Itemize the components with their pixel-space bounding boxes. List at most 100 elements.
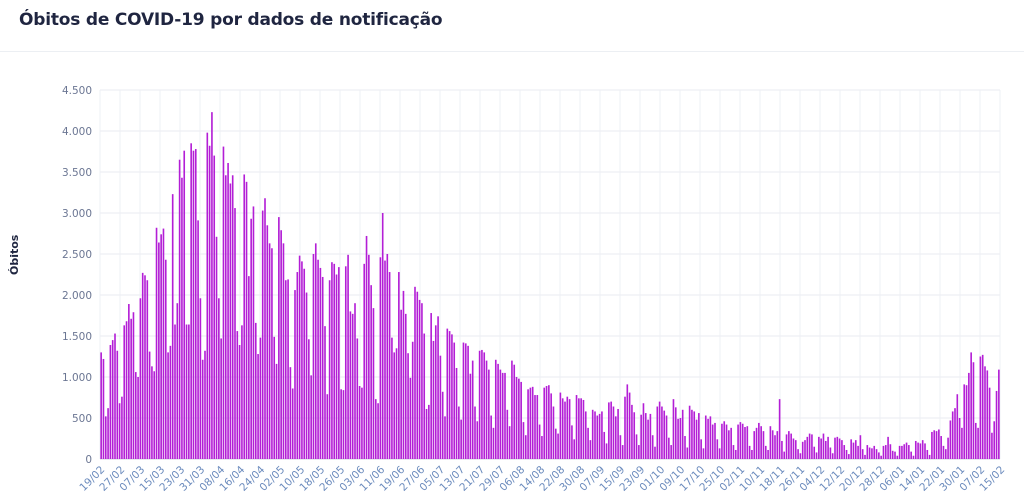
bar[interactable] <box>764 445 767 459</box>
bar[interactable] <box>492 427 495 459</box>
bar[interactable] <box>940 436 942 459</box>
bar[interactable] <box>631 404 633 459</box>
bar[interactable] <box>758 422 760 459</box>
bar[interactable] <box>411 341 414 459</box>
bar[interactable] <box>841 440 843 459</box>
bar[interactable] <box>822 433 825 459</box>
bar[interactable] <box>949 420 952 459</box>
bar[interactable] <box>289 367 292 459</box>
bar[interactable] <box>227 162 229 460</box>
bar[interactable] <box>658 401 661 459</box>
bar[interactable] <box>471 360 474 459</box>
bar[interactable] <box>181 177 183 460</box>
bar[interactable] <box>947 437 949 459</box>
bar[interactable] <box>536 395 539 459</box>
bar[interactable] <box>439 355 442 459</box>
bar[interactable] <box>640 414 642 459</box>
bar[interactable] <box>190 143 192 460</box>
bar[interactable] <box>148 351 151 459</box>
bar[interactable] <box>245 181 248 459</box>
bar[interactable] <box>813 446 816 459</box>
bar[interactable] <box>728 430 730 459</box>
bar[interactable] <box>864 454 866 459</box>
bar[interactable] <box>898 445 901 459</box>
bar[interactable] <box>250 218 252 459</box>
bar[interactable] <box>924 443 926 459</box>
bar[interactable] <box>681 409 684 459</box>
bar[interactable] <box>354 303 356 459</box>
bar[interactable] <box>601 411 603 459</box>
bar[interactable] <box>836 436 839 459</box>
bar[interactable] <box>979 356 982 460</box>
bar[interactable] <box>905 442 908 459</box>
bar[interactable] <box>441 391 444 459</box>
bar[interactable] <box>993 421 996 459</box>
bar[interactable] <box>111 340 114 459</box>
bar[interactable] <box>684 436 686 459</box>
bar[interactable] <box>889 444 892 459</box>
bar[interactable] <box>843 445 846 459</box>
bar[interactable] <box>882 445 885 459</box>
bar[interactable] <box>628 392 631 459</box>
bar[interactable] <box>831 453 834 459</box>
bar[interactable] <box>901 445 903 459</box>
bar[interactable] <box>852 442 855 459</box>
bar[interactable] <box>709 416 712 459</box>
bar[interactable] <box>134 372 137 459</box>
bar[interactable] <box>725 424 728 459</box>
bar[interactable] <box>679 418 682 459</box>
bar[interactable] <box>582 399 585 459</box>
bar[interactable] <box>132 312 135 459</box>
bar[interactable] <box>956 394 959 459</box>
bar[interactable] <box>771 430 774 459</box>
bar[interactable] <box>686 447 689 459</box>
bar[interactable] <box>183 150 186 459</box>
bar[interactable] <box>206 132 209 459</box>
bar[interactable] <box>884 445 887 459</box>
bar[interactable] <box>476 421 479 459</box>
bar[interactable] <box>321 276 324 459</box>
bar[interactable] <box>614 416 617 459</box>
bar[interactable] <box>234 208 236 459</box>
bar[interactable] <box>589 440 592 459</box>
bar[interactable] <box>875 449 878 459</box>
bar[interactable] <box>554 428 557 459</box>
bar[interactable] <box>104 416 107 459</box>
bar[interactable] <box>688 405 691 459</box>
bar[interactable] <box>619 435 622 459</box>
bar[interactable] <box>314 243 317 459</box>
bar[interactable] <box>608 402 610 459</box>
bar[interactable] <box>961 427 963 459</box>
bar[interactable] <box>824 440 827 459</box>
bar[interactable] <box>384 260 386 459</box>
bar[interactable] <box>464 343 467 459</box>
bar[interactable] <box>746 426 749 459</box>
bar[interactable] <box>734 449 737 459</box>
bar[interactable] <box>229 183 232 460</box>
bar[interactable] <box>317 259 319 459</box>
bar[interactable] <box>596 415 599 459</box>
bar[interactable] <box>361 387 363 459</box>
bar[interactable] <box>663 410 666 459</box>
bar[interactable] <box>164 259 167 459</box>
bar[interactable] <box>914 440 917 459</box>
bar[interactable] <box>386 254 389 459</box>
bar[interactable] <box>741 423 744 459</box>
bar[interactable] <box>451 334 453 459</box>
bar[interactable] <box>790 433 792 459</box>
bar[interactable] <box>220 338 222 459</box>
bar[interactable] <box>529 387 532 459</box>
bar[interactable] <box>400 309 402 459</box>
bar[interactable] <box>423 333 426 459</box>
bar[interactable] <box>391 337 393 459</box>
bar[interactable] <box>714 422 716 459</box>
bar[interactable] <box>718 448 721 459</box>
bar[interactable] <box>785 434 788 459</box>
bar[interactable] <box>499 369 502 459</box>
bar[interactable] <box>116 350 119 459</box>
bar[interactable] <box>670 445 672 459</box>
bar[interactable] <box>806 436 809 459</box>
bar[interactable] <box>483 352 486 459</box>
bar[interactable] <box>363 263 366 459</box>
bar[interactable] <box>778 399 781 459</box>
